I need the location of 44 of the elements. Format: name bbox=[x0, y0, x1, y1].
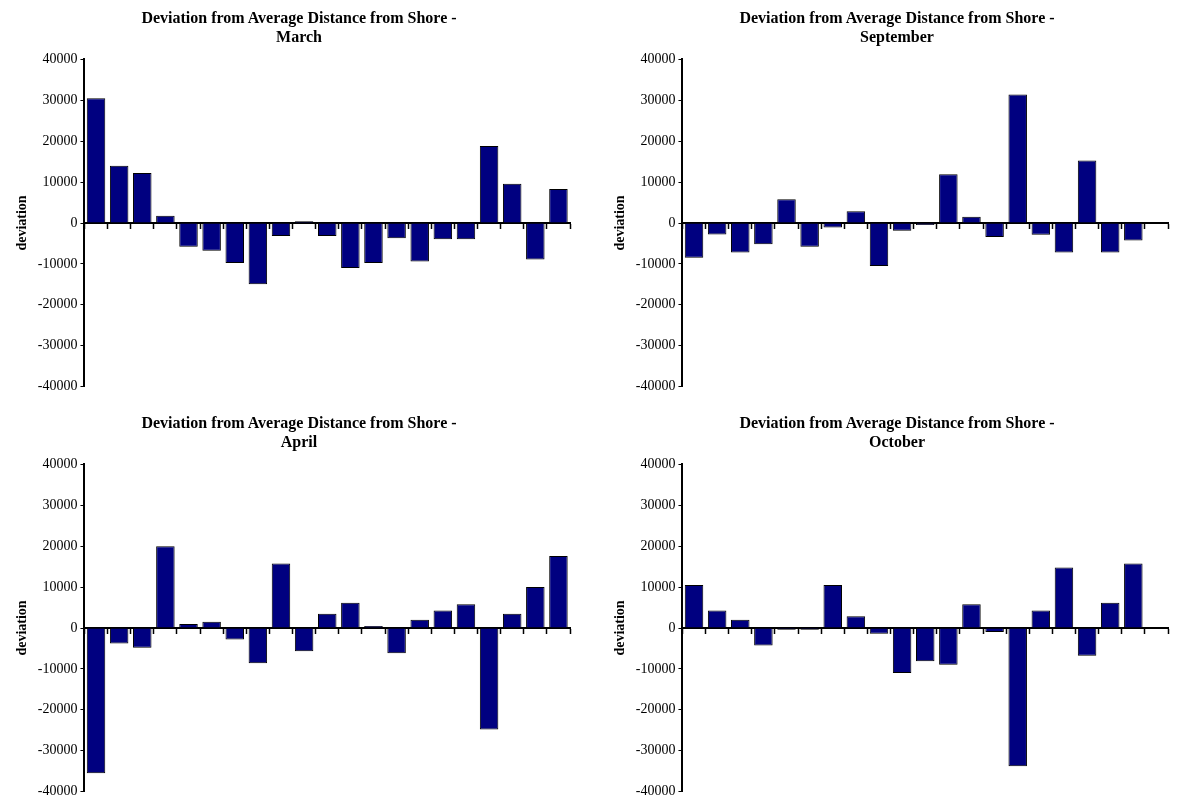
y-tick-label: 20000 bbox=[640, 132, 676, 148]
y-tick-label: -10000 bbox=[37, 255, 78, 271]
y-tick-label: 20000 bbox=[42, 132, 78, 148]
y-tick-label: -40000 bbox=[37, 378, 78, 394]
y-tick-label: -40000 bbox=[37, 783, 78, 799]
y-tick-label: 0 bbox=[70, 214, 78, 230]
y-tick-label: 30000 bbox=[42, 496, 78, 512]
y-tick-label: 10000 bbox=[640, 173, 676, 189]
y-tick-label: 30000 bbox=[640, 91, 676, 107]
chart-title: Deviation from Average Distance from Shore - September bbox=[738, 8, 1056, 48]
y-tick-label: -20000 bbox=[37, 296, 78, 312]
y-tick-label: -40000 bbox=[635, 783, 676, 799]
y-tick-label: 20000 bbox=[640, 537, 676, 553]
y-tick-label: -20000 bbox=[37, 701, 78, 717]
y-tick-label: 40000 bbox=[640, 51, 676, 67]
y-tick-label: 10000 bbox=[42, 173, 78, 189]
y-tick-label: 40000 bbox=[640, 456, 676, 472]
y-tick-label: -30000 bbox=[635, 337, 676, 353]
y-tick-label: 30000 bbox=[42, 91, 78, 107]
y-tick-label: -30000 bbox=[37, 337, 78, 353]
y-axis-title: deviation bbox=[612, 600, 628, 656]
y-axis-title: deviation bbox=[14, 600, 30, 656]
y-tick-label: 30000 bbox=[640, 496, 676, 512]
y-tick-label: 40000 bbox=[42, 456, 78, 472]
y-tick-label: -20000 bbox=[635, 296, 676, 312]
y-tick-label: 10000 bbox=[42, 578, 78, 594]
y-axis-title: deviation bbox=[612, 195, 628, 251]
y-axis-title: deviation bbox=[14, 195, 30, 251]
y-tick-label: 40000 bbox=[42, 51, 78, 67]
y-tick-label: -40000 bbox=[635, 378, 676, 394]
y-tick-label: -30000 bbox=[635, 742, 676, 758]
y-tick-label: 0 bbox=[70, 619, 78, 635]
y-tick-label: -10000 bbox=[37, 660, 78, 676]
y-tick-label: 0 bbox=[668, 619, 676, 635]
y-tick-label: -30000 bbox=[37, 742, 78, 758]
y-tick-label: 10000 bbox=[640, 578, 676, 594]
chart-title: Deviation from Average Distance from Shore - October bbox=[738, 413, 1056, 452]
chart-title: Deviation from Average Distance from Shore - April bbox=[140, 413, 458, 453]
chart-title: Deviation from Average Distance from Shore - March bbox=[140, 8, 458, 47]
y-tick-label: -10000 bbox=[635, 660, 676, 676]
y-tick-label: 20000 bbox=[42, 537, 78, 553]
y-tick-label: -10000 bbox=[635, 255, 676, 271]
y-tick-label: -20000 bbox=[635, 701, 676, 717]
y-tick-label: 0 bbox=[668, 214, 676, 230]
